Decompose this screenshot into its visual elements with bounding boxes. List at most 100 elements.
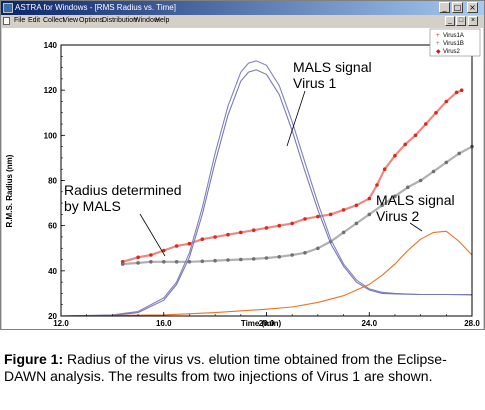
data-point [367, 212, 372, 217]
annotation-mals-virus2-line2: Virus 2 [376, 208, 420, 224]
data-point [424, 122, 428, 126]
document-icon[interactable] [3, 17, 10, 25]
annotation-mals-virus1-pointer [286, 90, 306, 147]
legend-marker-virus1b: + [436, 41, 440, 47]
series-trace [122, 89, 463, 263]
data-point [174, 244, 179, 248]
series-line [60, 60, 472, 317]
annotation-mals-virus1-line1: MALS signal [293, 59, 372, 75]
annotation-radius-line2: by MALS [64, 198, 121, 214]
menu-edit[interactable]: Edit [28, 17, 41, 24]
data-point [213, 235, 217, 239]
data-point [303, 217, 307, 221]
legend-marker-virus2: ◆ [436, 49, 441, 55]
series-trace [122, 145, 473, 266]
data-point [149, 260, 153, 264]
data-point [200, 237, 205, 241]
series-line [60, 230, 473, 317]
data-point [341, 230, 346, 235]
data-point [174, 260, 179, 264]
data-point [444, 99, 449, 104]
data-point [136, 255, 140, 260]
x-axis-label: Time (min) [241, 319, 282, 328]
menu-options[interactable]: Options [79, 17, 104, 24]
y-tick-label: 60 [48, 222, 57, 231]
data-point [354, 203, 359, 208]
data-point [393, 194, 397, 199]
data-point [406, 185, 410, 190]
x-tick-label: 20.0 [259, 319, 275, 328]
data-point [136, 261, 140, 265]
annotation-mals-virus1: MALS signal Virus 1 [286, 59, 372, 147]
menu-distribution[interactable]: Distribution [102, 17, 138, 24]
x-tick-label: 28.0 [464, 319, 480, 328]
title-bar[interactable]: ASTRA for Windows - [RMS Radius vs. Time… [1, 1, 484, 15]
rms-radius-chart: 12.0 16.0 20.0 24.0 28.0 20 40 60 80 100 120 140 Ti… [5, 28, 480, 328]
data-point [264, 256, 269, 260]
annotation-mals-virus2: MALS signal Virus 2 [376, 192, 455, 232]
data-point [251, 228, 256, 232]
menu-file[interactable]: File [14, 17, 26, 24]
doc-close-button[interactable]: × [468, 16, 478, 26]
series-mals-signal-virus-2 [60, 230, 473, 317]
data-point [149, 253, 153, 257]
menu-window[interactable]: Window [134, 17, 159, 24]
annotation-radius: Radius determined by MALS [64, 182, 182, 257]
x-tick-label: 12.0 [53, 319, 69, 328]
menu-view[interactable]: View [63, 17, 79, 24]
y-tick-label: 40 [48, 267, 57, 276]
annotation-mals-virus1-line2: Virus 1 [293, 75, 337, 91]
astra-window: ASTRA for Windows - [RMS Radius vs. Time… [0, 0, 485, 330]
data-point [431, 169, 436, 174]
window-title: ASTRA for Windows - [RMS Radius vs. Time… [15, 3, 176, 12]
data-point [290, 221, 295, 226]
menu-help[interactable]: Help [155, 17, 170, 24]
series-mals-signal-virus-1-injection-a [60, 60, 472, 317]
data-point [367, 196, 372, 201]
data-point [444, 160, 449, 165]
figure-caption: Figure 1: Radius of the virus vs. elutio… [4, 351, 480, 385]
data-point [418, 178, 423, 183]
data-point [341, 208, 346, 212]
y-tick-label: 140 [44, 41, 58, 50]
data-point [277, 223, 282, 228]
app-icon [3, 3, 13, 13]
series-virus1b [120, 144, 474, 266]
y-tick-label: 120 [44, 86, 58, 95]
data-point [226, 232, 230, 237]
caption-text: Radius of the virus vs. elution time obt… [4, 351, 447, 384]
data-point [213, 258, 217, 263]
data-point [393, 153, 397, 158]
data-point [457, 151, 462, 156]
data-point [200, 259, 205, 264]
minimize-button[interactable]: _ [439, 2, 450, 13]
axes-frame [60, 44, 473, 317]
close-button[interactable]: × [467, 2, 478, 13]
data-point [251, 257, 256, 261]
data-point [187, 241, 192, 246]
y-tick-label: 100 [44, 131, 58, 140]
data-point [316, 246, 320, 251]
data-point [264, 226, 269, 230]
plot-area: 12.0 16.0 20.0 24.0 28.0 20 40 60 80 100 120 140 Ti… [2, 28, 483, 329]
data-point [459, 88, 464, 92]
caption-label: Figure 1: [4, 351, 64, 367]
data-point [239, 257, 243, 262]
menu-bar: File Edit Collect View Options Distribut… [1, 15, 484, 27]
y-tick-label: 20 [48, 312, 57, 321]
doc-restore-button[interactable]: □ [456, 16, 466, 26]
series-line [60, 69, 473, 317]
data-point [328, 212, 333, 217]
data-point [454, 90, 459, 95]
data-point [413, 133, 418, 138]
data-point [187, 260, 192, 264]
data-point [382, 167, 387, 171]
maximize-button[interactable]: □ [452, 2, 463, 13]
legend-marker-virus1a: + [436, 33, 440, 39]
data-point [162, 260, 166, 264]
data-point [403, 142, 408, 147]
data-point [380, 203, 384, 208]
doc-minimize-button[interactable]: _ [445, 16, 455, 26]
data-point [354, 221, 359, 226]
menu-collect[interactable]: Collect [43, 17, 65, 24]
